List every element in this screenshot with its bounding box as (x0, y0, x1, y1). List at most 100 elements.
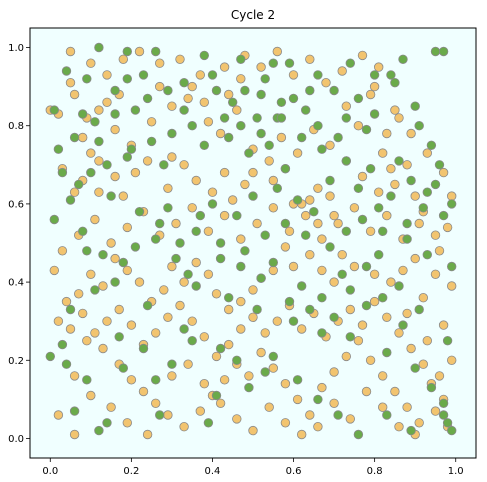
scatter-point-green (426, 382, 437, 393)
scatter-point-green (284, 58, 295, 68)
scatter-point-orange (430, 269, 441, 280)
scatter-point-orange (248, 167, 258, 178)
scatter-point-orange (438, 167, 449, 178)
scatter-point-orange (86, 390, 96, 401)
scatter-point-orange (203, 269, 214, 280)
scatter-point-orange (284, 226, 295, 237)
scatter-point-green (313, 70, 323, 80)
scatter-point-orange (69, 429, 80, 440)
scatter-point-orange (94, 156, 104, 166)
scatter-point-green (317, 293, 327, 303)
scatter-point-orange (447, 281, 457, 291)
scatter-point-orange (382, 128, 392, 139)
scatter-point-orange (341, 101, 352, 111)
scatter-point-green (341, 156, 352, 166)
scatter-point-green (447, 199, 457, 209)
scatter-point-green (57, 167, 68, 178)
scatter-point-green (447, 261, 457, 272)
scatter-point-green (236, 261, 246, 272)
scatter-point-orange (167, 261, 177, 272)
scatter-point-green (374, 203, 384, 213)
scatter-point-orange (191, 175, 201, 186)
scatter-point-orange (252, 218, 262, 229)
scatter-point-green (199, 50, 210, 61)
scatter-point-green (252, 304, 262, 315)
scatter-point-orange (447, 355, 457, 366)
scatter-point-orange (98, 281, 108, 291)
scatter-point-green (236, 54, 246, 65)
scatter-point-orange (167, 152, 177, 162)
scatter-point-orange (248, 425, 258, 436)
scatter-point-orange (301, 210, 311, 221)
scatter-point-orange (203, 226, 214, 237)
scatter-point-green (102, 418, 112, 428)
scatter-point-green (175, 238, 185, 248)
scatter-point-orange (154, 81, 165, 92)
scatter-point-orange (345, 304, 356, 315)
scatter-point-orange (215, 398, 226, 409)
points-layer (45, 42, 457, 440)
scatter-point-green (126, 144, 137, 154)
scatter-point-orange (69, 371, 80, 381)
scatter-point-green (150, 46, 161, 57)
scatter-point-orange (61, 296, 72, 307)
scatter-point-green (163, 203, 173, 213)
scatter-point-orange (195, 406, 206, 416)
scatter-point-orange (268, 203, 279, 213)
scatter-point-green (69, 406, 80, 416)
scatter-point-green (94, 42, 104, 53)
scatter-point-orange (280, 242, 291, 252)
scatter-point-orange (171, 218, 181, 229)
scatter-point-green (57, 339, 68, 350)
scatter-point-orange (126, 320, 137, 330)
scatter-point-green (268, 58, 279, 68)
x-tick-label: 1.0 (448, 466, 464, 477)
scatter-point-orange (256, 347, 266, 358)
scatter-point-green (191, 226, 201, 237)
scatter-point-orange (365, 89, 376, 100)
scatter-point-green (333, 410, 343, 420)
scatter-point-orange (386, 277, 396, 287)
scatter-point-green (179, 105, 189, 115)
scatter-point-green (430, 46, 441, 57)
scatter-point-orange (187, 81, 197, 92)
scatter-point-green (345, 58, 356, 68)
scatter-point-green (313, 120, 323, 131)
scatter-point-orange (211, 351, 222, 362)
scatter-point-green (345, 332, 356, 342)
scatter-point-green (150, 234, 161, 244)
scatter-point-orange (418, 293, 429, 303)
scatter-point-orange (219, 167, 230, 178)
scatter-point-green (438, 210, 449, 221)
scatter-point-green (260, 74, 270, 84)
x-tick-label: 0.2 (123, 466, 139, 477)
scatter-point-orange (199, 332, 210, 342)
scatter-point-green (167, 128, 177, 139)
scatter-point-orange (53, 316, 64, 326)
scatter-point-green (94, 425, 104, 436)
scatter-point-orange (321, 77, 331, 88)
scatter-point-orange (110, 253, 120, 264)
scatter-point-green (53, 144, 64, 154)
scatter-point-green (280, 163, 291, 174)
scatter-point-green (90, 285, 100, 295)
scatter-point-green (276, 97, 287, 108)
scatter-point-green (268, 257, 279, 268)
scatter-point-green (386, 70, 396, 80)
scatter-point-green (288, 316, 299, 326)
scatter-point-orange (236, 296, 246, 307)
scatter-point-green (219, 113, 230, 123)
scatter-point-green (223, 293, 234, 303)
scatter-point-green (353, 183, 364, 194)
scatter-point-orange (57, 246, 68, 256)
scatter-point-green (203, 418, 214, 428)
x-tick-label: 0.8 (367, 466, 383, 477)
scatter-point-green (394, 281, 404, 291)
scatter-point-orange (102, 316, 112, 326)
scatter-point-green (94, 136, 104, 147)
scatter-point-green (215, 343, 226, 354)
scatter-point-orange (442, 222, 453, 233)
scatter-point-orange (106, 238, 116, 248)
scatter-point-green (390, 77, 400, 88)
scatter-point-orange (276, 132, 287, 143)
